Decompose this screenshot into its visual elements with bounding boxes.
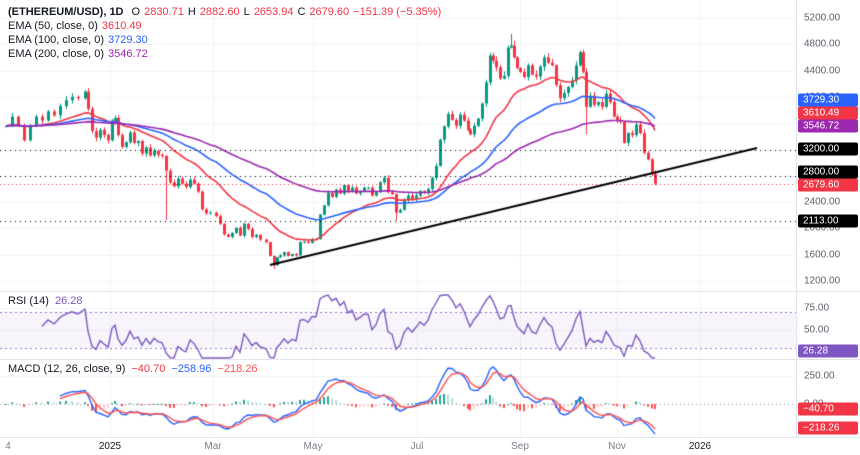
pane-divider-rsi[interactable] [0,291,860,292]
price-badge: 2800.00 [798,165,858,179]
ema50-row[interactable]: EMA (50, close, 0) 3610.49 [8,19,441,33]
price-tick: 2000.00 [804,222,841,234]
low-label: L [243,6,250,18]
price-tick: 1600.00 [804,249,841,261]
ema100-row[interactable]: EMA (100, close, 0) 3729.30 [8,33,441,47]
macd-legend[interactable]: MACD (12, 26, close, 9) −40.70 −258.96 −… [8,363,257,375]
time-tick: May [303,441,323,452]
price-tick: 75.00 [804,302,830,314]
price-badge: 2679.60 [798,178,858,192]
pane-divider-macd[interactable] [0,359,860,360]
macd-label: MACD (12, 26, close, 9) [8,363,126,375]
time-tick: Jul [410,441,424,452]
price-badge: 2113.00 [798,214,858,228]
price-tick: 2400.00 [804,196,841,208]
rsi-value: 26.28 [54,295,83,307]
price-badge: 3729.30 [798,93,858,107]
macd-line-value: −258.96 [171,363,212,375]
price-badge: 26.28 [798,344,858,358]
price-badge: 3200.00 [798,142,858,156]
open-value: 2830.71 [144,6,184,18]
open-label: O [131,6,141,18]
price-tick: 5200.00 [804,12,841,24]
price-tick: 4400.00 [804,65,841,77]
time-tick: Mar [204,441,222,452]
low-value: 2653.94 [253,6,294,18]
time-tick: Sep [511,441,529,452]
time-tick: 4 [5,441,11,452]
macd-signal-value: −218.26 [217,363,258,375]
ema200-value: 3546.72 [108,48,148,60]
time-axis[interactable]: 4 2025 Mar May Jul Sep Nov 2026 [0,437,860,455]
time-tick: 2025 [98,441,122,452]
symbol-row[interactable]: (ETHEREUM/USD), 1D O 2830.71 H 2882.60 L… [8,5,441,19]
close-label: C [297,6,306,18]
close-value: 2679.60 [309,6,350,18]
price-badge: 3546.72 [798,119,858,133]
ema200-label: EMA (200, close, 0) [8,48,104,60]
price-badge: −218.26 [798,421,858,435]
price-tick: 50.00 [804,324,830,336]
symbol-title[interactable]: (ETHEREUM/USD), 1D [8,6,124,18]
high-value: 2882.60 [199,6,240,18]
macd-hist-value: −40.70 [131,363,166,375]
time-tick: 2026 [688,441,712,452]
chart-canvas[interactable] [0,0,796,437]
ema200-row[interactable]: EMA (200, close, 0) 3546.72 [8,47,441,61]
rsi-legend[interactable]: RSI (14) 26.28 [8,295,83,307]
price-tick: 4800.00 [804,38,841,50]
ema100-label: EMA (100, close, 0) [8,34,104,46]
price-tick: 1200.00 [804,275,841,287]
price-axis[interactable]: 5200.004800.004400.004000.003600.002400.… [796,0,860,437]
ema50-value: 3610.49 [101,20,142,32]
ema100-value: 3729.30 [108,34,148,46]
main-legend: (ETHEREUM/USD), 1D O 2830.71 H 2882.60 L… [8,5,441,61]
change-value: −151.39 (−5.35%) [353,6,442,18]
rsi-label: RSI (14) [8,295,49,307]
ema50-label: EMA (50, close, 0) [8,20,98,32]
high-label: H [187,6,196,18]
price-badge: 3610.49 [798,106,858,120]
price-tick: 250.00 [804,370,835,382]
price-badge: −40.70 [798,402,858,416]
time-tick: Nov [608,441,626,452]
